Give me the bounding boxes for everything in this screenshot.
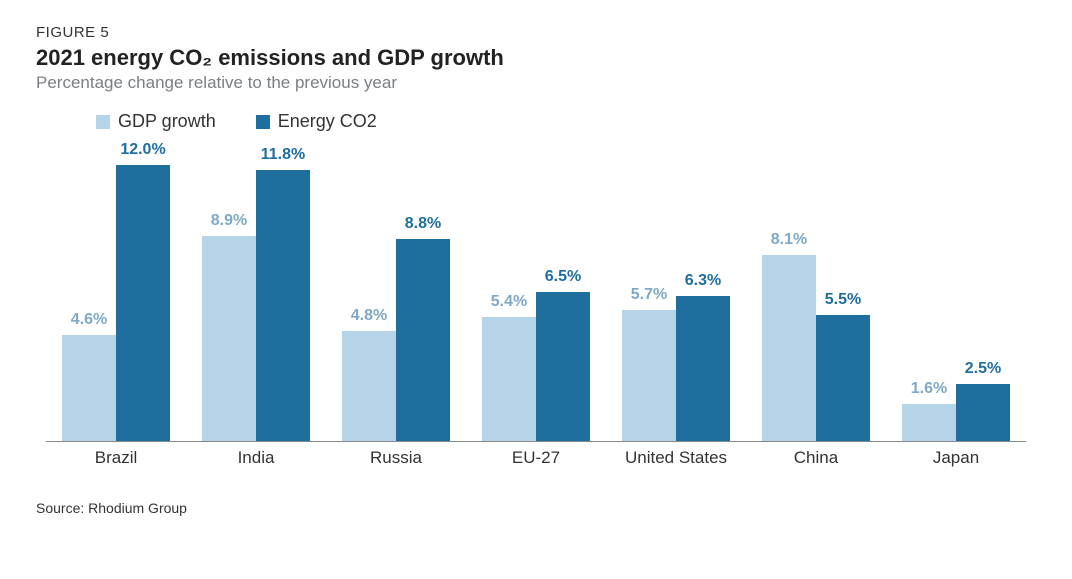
legend-label-gdp: GDP growth bbox=[118, 111, 216, 132]
bar-gdp: 1.6% bbox=[902, 404, 956, 441]
bar-value-label: 2.5% bbox=[965, 360, 1001, 378]
chart-title: 2021 energy CO₂ emissions and GDP growth bbox=[36, 45, 1036, 71]
legend-item-gdp: GDP growth bbox=[96, 111, 216, 132]
x-axis-label: EU-27 bbox=[466, 448, 606, 468]
bar-co2: 6.3% bbox=[676, 296, 730, 441]
bar-value-label: 11.8% bbox=[261, 146, 305, 164]
x-axis-label: United States bbox=[606, 448, 746, 468]
bar-value-label: 5.5% bbox=[825, 291, 861, 309]
bar-group: 1.6%2.5% bbox=[886, 142, 1026, 441]
bar-co2: 2.5% bbox=[956, 384, 1010, 442]
bar-co2: 5.5% bbox=[816, 315, 870, 442]
legend-label-co2: Energy CO2 bbox=[278, 111, 377, 132]
bar-co2: 8.8% bbox=[396, 239, 450, 441]
x-axis-label: Japan bbox=[886, 448, 1026, 468]
bar-value-label: 6.5% bbox=[545, 268, 581, 286]
bar-value-label: 12.0% bbox=[120, 141, 165, 159]
bar-value-label: 4.6% bbox=[71, 311, 107, 329]
bar-value-label: 8.1% bbox=[771, 231, 807, 249]
x-axis: BrazilIndiaRussiaEU-27United StatesChina… bbox=[46, 442, 1026, 472]
chart-subtitle: Percentage change relative to the previo… bbox=[36, 73, 1036, 93]
bar-value-label: 8.8% bbox=[405, 215, 441, 233]
legend-swatch-gdp bbox=[96, 115, 110, 129]
bar-group: 5.7%6.3% bbox=[606, 142, 746, 441]
legend: GDP growth Energy CO2 bbox=[96, 111, 1036, 132]
legend-swatch-co2 bbox=[256, 115, 270, 129]
bar-value-label: 1.6% bbox=[911, 380, 947, 398]
x-axis-label: India bbox=[186, 448, 326, 468]
bar-value-label: 5.4% bbox=[491, 293, 527, 311]
x-axis-label: Brazil bbox=[46, 448, 186, 468]
bar-gdp: 8.9% bbox=[202, 236, 256, 441]
bar-gdp: 5.4% bbox=[482, 317, 536, 441]
bar-value-label: 4.8% bbox=[351, 307, 387, 325]
bar-gdp: 8.1% bbox=[762, 255, 816, 441]
bar-value-label: 8.9% bbox=[211, 212, 247, 230]
bar-groups: 4.6%12.0%8.9%11.8%4.8%8.8%5.4%6.5%5.7%6.… bbox=[46, 142, 1026, 441]
bar-gdp: 5.7% bbox=[622, 310, 676, 441]
bar-co2: 11.8% bbox=[256, 170, 310, 441]
chart-area: 4.6%12.0%8.9%11.8%4.8%8.8%5.4%6.5%5.7%6.… bbox=[46, 142, 1026, 472]
x-axis-label: China bbox=[746, 448, 886, 468]
bar-value-label: 5.7% bbox=[631, 286, 667, 304]
x-axis-label: Russia bbox=[326, 448, 466, 468]
bar-group: 4.6%12.0% bbox=[46, 142, 186, 441]
plot: 4.6%12.0%8.9%11.8%4.8%8.8%5.4%6.5%5.7%6.… bbox=[46, 142, 1026, 442]
bar-group: 4.8%8.8% bbox=[326, 142, 466, 441]
bar-group: 5.4%6.5% bbox=[466, 142, 606, 441]
figure-label: FIGURE 5 bbox=[36, 24, 1036, 41]
bar-gdp: 4.8% bbox=[342, 331, 396, 441]
bar-co2: 6.5% bbox=[536, 292, 590, 442]
bar-group: 8.1%5.5% bbox=[746, 142, 886, 441]
bar-gdp: 4.6% bbox=[62, 335, 116, 441]
source-text: Source: Rhodium Group bbox=[36, 500, 1036, 516]
bar-value-label: 6.3% bbox=[685, 272, 721, 290]
bar-co2: 12.0% bbox=[116, 165, 170, 441]
legend-item-co2: Energy CO2 bbox=[256, 111, 377, 132]
bar-group: 8.9%11.8% bbox=[186, 142, 326, 441]
